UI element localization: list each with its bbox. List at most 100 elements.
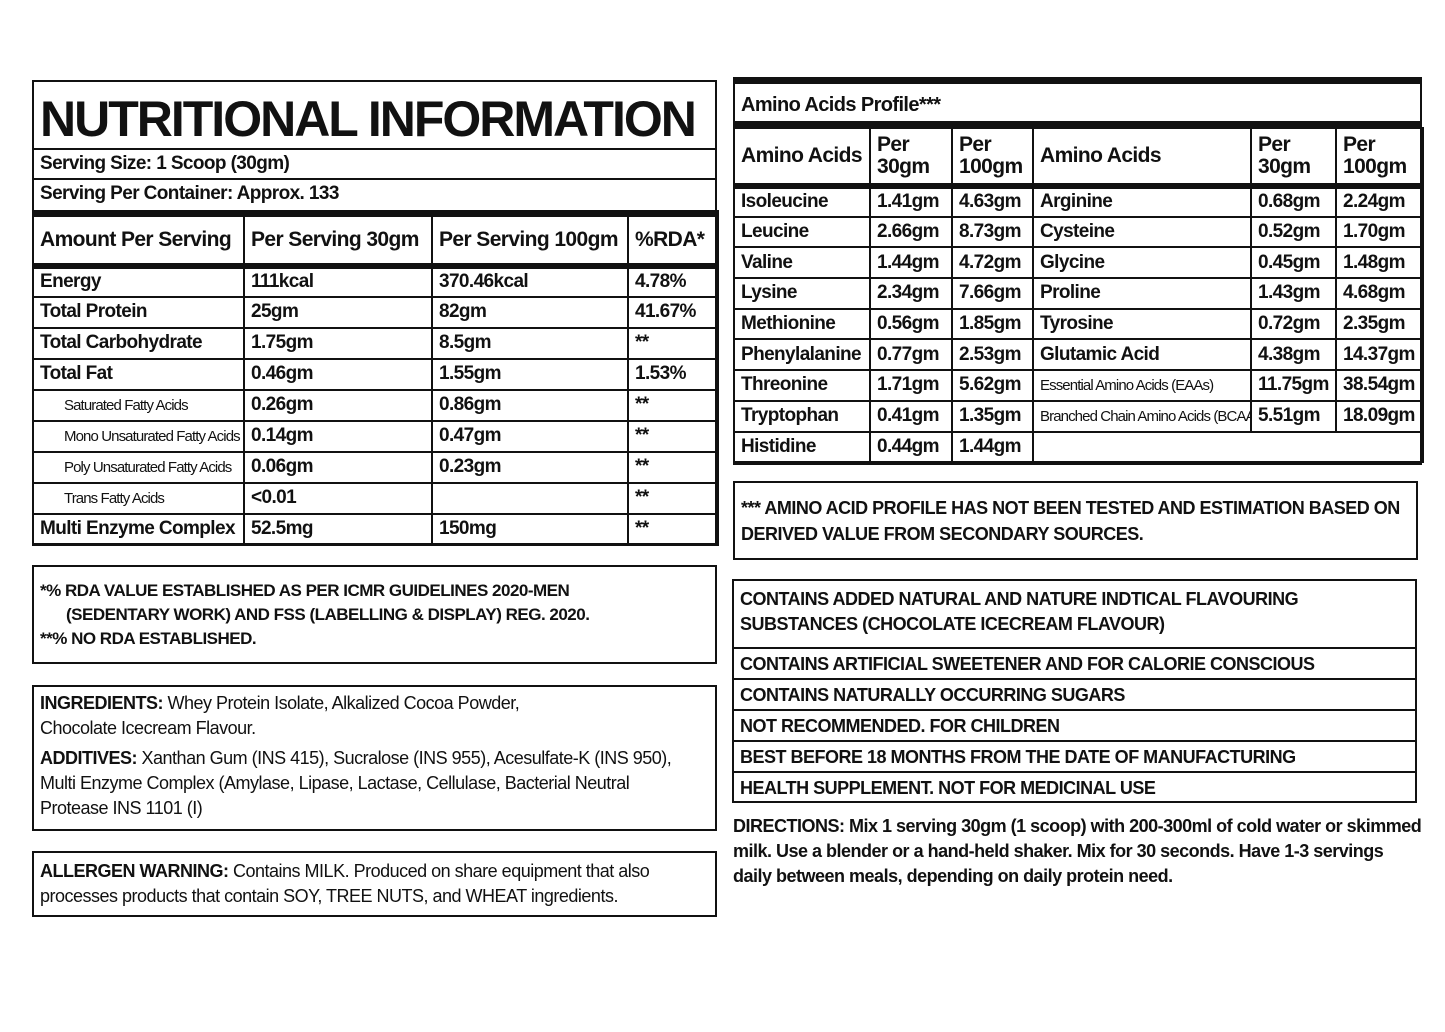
amino-cell: 0.77gm — [869, 338, 953, 372]
amino-cell: Threonine — [733, 369, 871, 402]
amino-header-cell: Per 100gm — [951, 127, 1034, 187]
amino-cell: 0.52gm — [1250, 215, 1337, 249]
amino-cell: Proline — [1032, 277, 1252, 310]
amino-row: Valine 1.44gm 4.72gm Glycine 0.45gm 1.48gm — [733, 246, 1424, 280]
additives-label: ADDITIVES: — [40, 748, 138, 768]
amino-row: Phenylalanine 0.77gm 2.53gm Glutamic Acid 4.… — [733, 338, 1424, 372]
nutrition-table: Amount Per Serving Per Serving 30gm Per … — [32, 210, 719, 546]
cell-s30: 0.06gm — [243, 450, 433, 484]
amino-cell: Methionine — [733, 307, 871, 341]
ingredients-text: Whey Protein Isolate, Alkalized Cocoa Po… — [40, 693, 520, 738]
cell-rda: ** — [627, 388, 719, 422]
amino-cell: Branched Chain Amino Acids (BCAA) — [1032, 399, 1252, 433]
header-30gm: Per Serving 30gm — [243, 212, 433, 267]
rda-note-line3: **% NO RDA ESTABLISHED. — [40, 629, 257, 648]
amino-cell: 0.72gm — [1250, 307, 1337, 341]
cell-s30: 52.5mg — [243, 512, 433, 546]
amino-cell: 1.48gm — [1335, 246, 1424, 280]
amino-row: Threonine 1.71gm 5.62gm Essential Amino Aci… — [733, 369, 1424, 402]
amino-cell: Tyrosine — [1032, 307, 1252, 341]
amino-cell: 1.71gm — [869, 369, 953, 402]
statement-item: BEST BEFORE 18 MONTHS FROM THE DATE OF M… — [734, 742, 1415, 773]
nutrition-row: Saturated Fatty Acids 0.26gm 0.86gm ** — [32, 388, 719, 422]
amino-note-box: *** AMINO ACID PROFILE HAS NOT BEEN TEST… — [733, 481, 1418, 560]
amino-panel: Amino Acids Profile*** Amino Acids Per 30… — [733, 77, 1424, 466]
cell-name: Saturated Fatty Acids — [32, 388, 245, 422]
amino-cell: 1.70gm — [1335, 215, 1424, 249]
rda-note-box: *% RDA VALUE ESTABLISHED AS PER ICMR GUI… — [32, 565, 717, 664]
rda-note-line1: *% RDA VALUE ESTABLISHED AS PER ICMR GUI… — [40, 581, 570, 600]
statements-box: CONTAINS ADDED NATURAL AND NATURE INDTIC… — [732, 579, 1417, 803]
nutrition-row: Multi Enzyme Complex 52.5mg 150mg ** — [32, 512, 719, 546]
amino-title: Amino Acids Profile*** — [735, 84, 1420, 127]
cell-rda: 41.67% — [627, 295, 719, 329]
cell-s100: 370.46kcal — [431, 264, 629, 298]
amino-cell: 4.38gm — [1250, 338, 1337, 372]
amino-cell: 2.24gm — [1335, 185, 1424, 218]
amino-cell: 5.62gm — [951, 369, 1034, 402]
cell-rda: ** — [627, 326, 719, 360]
statement-item: HEALTH SUPPLEMENT. NOT FOR MEDICINAL USE — [740, 778, 1156, 798]
amino-cell: 2.34gm — [869, 277, 953, 310]
amino-header-cell: Amino Acids — [1032, 127, 1252, 187]
amino-cell: Isoleucine — [733, 185, 871, 218]
rda-note-line2: (SEDENTARY WORK) AND FSS (LABELLING & DI… — [66, 605, 590, 624]
amino-cell: 4.72gm — [951, 246, 1034, 280]
amino-table: Amino Acids Per 30gm Per 100gm Amino Acids P… — [733, 127, 1424, 464]
servings-per-container: Serving Per Container: Approx. 133 — [40, 183, 339, 204]
cell-s30: 0.14gm — [243, 419, 433, 453]
amino-cell: Arginine — [1032, 185, 1252, 218]
header-100gm: Per Serving 100gm — [431, 212, 629, 267]
header-amount: Amount Per Serving — [32, 212, 245, 267]
cell-rda: ** — [627, 450, 719, 484]
amino-header: Amino Acids Per 30gm Per 100gm Amino Acids P… — [733, 127, 1424, 187]
amino-cell: 1.44gm — [869, 246, 953, 280]
nutrition-row: Trans Fatty Acids <0.01 ** — [32, 481, 719, 515]
cell-name: Total Carbohydrate — [32, 326, 245, 360]
nutrition-row: Mono Unsaturated Fatty Acids 0.14gm 0.47gm… — [32, 419, 719, 453]
amino-header-cell: Amino Acids — [733, 127, 871, 187]
nutrition-row: Total Fat 0.46gm 1.55gm 1.53% — [32, 357, 719, 391]
directions-text: Mix 1 serving 30gm (1 scoop) with 200-30… — [733, 816, 1422, 886]
cell-name: Total Fat — [32, 357, 245, 391]
allergen-text: Contains MILK. Produced on share equipme… — [40, 861, 650, 906]
amino-row: Tryptophan 0.41gm 1.35gm Branched Chain Ami… — [733, 399, 1424, 433]
header-rda: %RDA* — [627, 212, 719, 267]
cell-name: Energy — [32, 264, 245, 298]
cell-s30: 25gm — [243, 295, 433, 329]
amino-cell: 0.68gm — [1250, 185, 1337, 218]
amino-cell: 14.37gm — [1335, 338, 1424, 372]
nutrition-title: NUTRITIONAL INFORMATION — [34, 82, 715, 150]
amino-cell: 7.66gm — [951, 277, 1034, 310]
statement-item: NOT RECOMMENDED. FOR CHILDREN — [734, 711, 1415, 742]
nutrition-panel: NUTRITIONAL INFORMATION Serving Size: 1 … — [32, 80, 719, 546]
amino-cell: Essential Amino Acids (EAAs) — [1032, 369, 1252, 402]
cell-name: Multi Enzyme Complex — [32, 512, 245, 546]
amino-cell: 0.41gm — [869, 399, 953, 433]
amino-cell: 4.63gm — [951, 185, 1034, 218]
amino-row: Leucine 2.66gm 8.73gm Cysteine 0.52gm 1.70gm — [733, 215, 1424, 249]
amino-cell: Leucine — [733, 215, 871, 249]
cell-name: Poly Unsaturated Fatty Acids — [32, 450, 245, 484]
amino-cell: 1.35gm — [951, 399, 1034, 433]
amino-cell: Phenylalanine — [733, 338, 871, 372]
amino-cell: 2.66gm — [869, 215, 953, 249]
cell-name: Mono Unsaturated Fatty Acids — [32, 419, 245, 453]
statement-item: CONTAINS ADDED NATURAL AND NATURE INDTIC… — [734, 581, 1415, 649]
statement-item: CONTAINS ARTIFICIAL SWEETENER AND FOR CA… — [734, 649, 1415, 680]
cell-s30: <0.01 — [243, 481, 433, 515]
cell-s100: 0.23gm — [431, 450, 629, 484]
amino-row: Histidine 0.44gm 1.44gm — [733, 430, 1424, 464]
amino-cell: 11.75gm — [1250, 369, 1337, 402]
cell-rda: ** — [627, 512, 719, 546]
amino-cell: 1.43gm — [1250, 277, 1337, 310]
amino-row: Isoleucine 1.41gm 4.63gm Arginine 0.68gm 2.24… — [733, 185, 1424, 218]
amino-cell: 38.54gm — [1335, 369, 1424, 402]
amino-cell: Valine — [733, 246, 871, 280]
cell-s30: 111kcal — [243, 264, 433, 298]
cell-name: Total Protein — [32, 295, 245, 329]
directions-label: DIRECTIONS: — [733, 816, 845, 836]
statement-item: CONTAINS NATURALLY OCCURRING SUGARS — [734, 680, 1415, 711]
amino-note: *** AMINO ACID PROFILE HAS NOT BEEN TEST… — [741, 498, 1400, 544]
amino-cell: 2.53gm — [951, 338, 1034, 372]
